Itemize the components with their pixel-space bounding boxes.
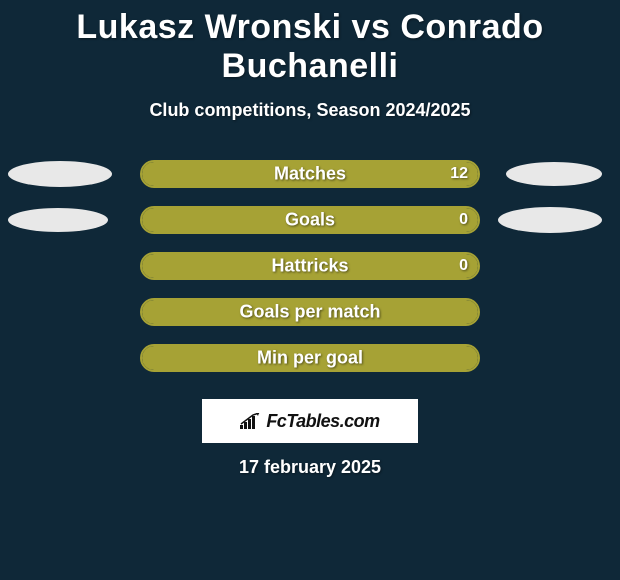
- stat-bar: Min per goal: [140, 344, 480, 372]
- left-ellipse: [8, 161, 112, 187]
- stat-bar-fill: [142, 208, 478, 232]
- stat-bar-fill: [142, 254, 478, 278]
- stat-rows: Matches12 Goals0 Hattricks0 Goals per match…: [0, 151, 620, 381]
- stat-row: Goals per match: [0, 289, 620, 335]
- stat-row: Matches12: [0, 151, 620, 197]
- stat-bar: Goals0: [140, 206, 480, 234]
- stat-row: Hattricks0: [0, 243, 620, 289]
- stat-bar: Hattricks0: [140, 252, 480, 280]
- subtitle: Club competitions, Season 2024/2025: [0, 100, 620, 121]
- stat-row: Min per goal: [0, 335, 620, 381]
- logo-box: FcTables.com: [202, 399, 418, 443]
- stat-bar-fill: [142, 162, 478, 186]
- stat-bar-fill: [142, 346, 478, 370]
- right-ellipse: [506, 162, 602, 186]
- stat-bar: Matches12: [140, 160, 480, 188]
- fctables-logo-icon: [240, 413, 262, 429]
- stat-bar: Goals per match: [140, 298, 480, 326]
- stat-row: Goals0: [0, 197, 620, 243]
- left-ellipse: [8, 208, 108, 232]
- logo-text: FcTables.com: [266, 411, 379, 432]
- date-label: 17 february 2025: [0, 457, 620, 478]
- right-ellipse: [498, 207, 602, 233]
- stat-bar-fill: [142, 300, 478, 324]
- page-title: Lukasz Wronski vs Conrado Buchanelli: [0, 0, 620, 86]
